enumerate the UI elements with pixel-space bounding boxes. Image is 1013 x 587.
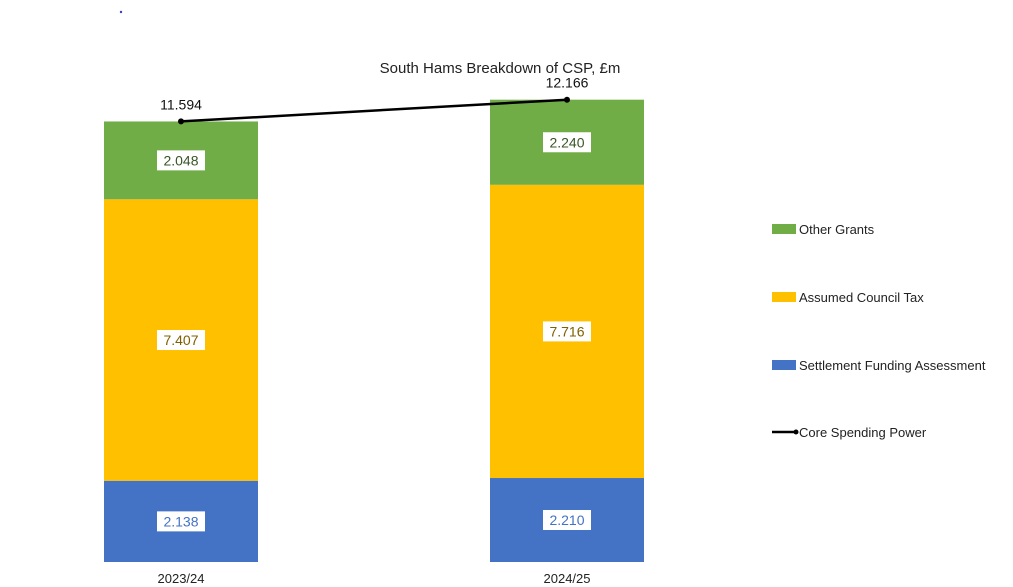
stray-dot	[119, 10, 123, 14]
legend-label-assumed-council-tax: Assumed Council Tax	[799, 290, 924, 305]
legend-label-core-spending-power: Core Spending Power	[799, 425, 927, 440]
bars-layer	[104, 99, 644, 562]
value-label-settlement-funding-assessment-2023-24: 2.138	[163, 513, 198, 529]
legend-swatch-settlement-funding-assessment	[772, 360, 796, 370]
labels-layer: 2.138 7.407 2.048 2.210 7.716 2.240	[157, 132, 591, 532]
value-label-assumed-council-tax-2024-25: 7.716	[549, 323, 584, 339]
value-label-other-grants-2023-24: 2.048	[163, 152, 198, 168]
legend-marker-core-spending-power	[793, 429, 799, 435]
line-layer: 11.594 12.166	[160, 75, 589, 125]
value-label-box-settlement-funding-assessment-2023-24	[157, 511, 205, 532]
category-label-2023-24: 2023/24	[158, 571, 205, 586]
line-label-core-spending-power-2023-24: 11.594	[160, 96, 202, 112]
legend-swatch-other-grants	[772, 224, 796, 234]
legend-label-settlement-funding-assessment: Settlement Funding Assessment	[799, 358, 986, 373]
value-label-other-grants-2024-25: 2.240	[549, 134, 584, 150]
value-label-box-assumed-council-tax-2024-25	[543, 321, 591, 342]
line-core-spending-power	[180, 98, 568, 123]
value-label-box-settlement-funding-assessment-2024-25	[543, 510, 591, 531]
legend: Other Grants Assumed Council Tax Settlemen…	[772, 222, 986, 440]
point-core-spending-power-2023-24	[178, 118, 184, 125]
point-core-spending-power-2024-25	[564, 96, 570, 103]
value-label-assumed-council-tax-2023-24: 7.407	[163, 332, 198, 348]
legend-label-other-grants: Other Grants	[799, 222, 875, 237]
legend-swatch-assumed-council-tax	[772, 292, 796, 302]
category-label-2024-25: 2024/25	[544, 571, 591, 586]
category-axis: 2023/24 2024/25	[158, 571, 591, 586]
value-label-settlement-funding-assessment-2024-25: 2.210	[549, 512, 584, 528]
line-label-core-spending-power-2024-25: 12.166	[546, 75, 589, 91]
value-label-box-assumed-council-tax-2023-24	[157, 330, 205, 351]
value-label-box-other-grants-2023-24	[157, 150, 205, 171]
chart-title: South Hams Breakdown of CSP, £m	[380, 60, 621, 77]
value-label-box-other-grants-2024-25	[543, 132, 591, 153]
